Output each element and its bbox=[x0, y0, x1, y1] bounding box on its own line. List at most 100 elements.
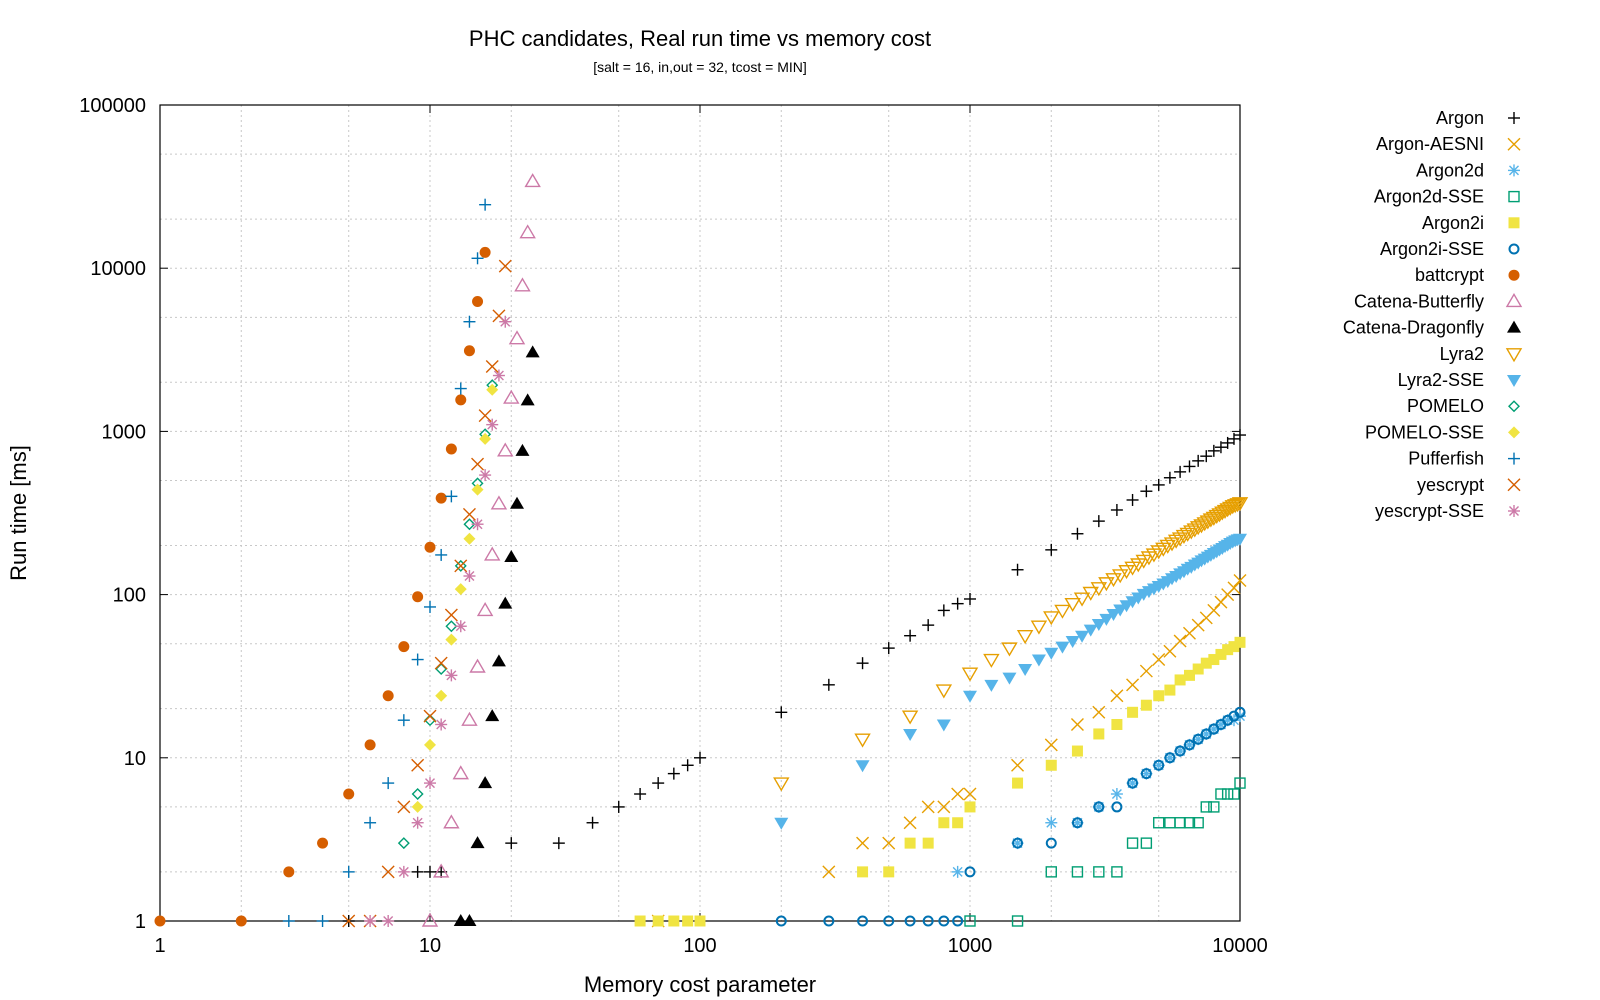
data-point bbox=[485, 359, 499, 373]
data-point bbox=[434, 656, 448, 670]
data-point bbox=[857, 866, 869, 878]
legend-marker bbox=[1505, 293, 1523, 308]
data-point bbox=[903, 728, 918, 741]
data-point bbox=[1207, 603, 1221, 617]
data-point bbox=[454, 382, 467, 395]
legend-label: Lyra2 bbox=[1440, 344, 1484, 364]
data-point bbox=[382, 777, 395, 790]
data-point bbox=[1226, 499, 1244, 514]
legend-item-catena-dragonfly: Catena-Dragonfly bbox=[1343, 318, 1521, 338]
legend-label: Argon2i bbox=[1422, 213, 1484, 233]
data-point bbox=[461, 711, 478, 726]
series-lyra2 bbox=[773, 497, 1249, 792]
data-point bbox=[1159, 539, 1176, 554]
data-point bbox=[668, 915, 680, 927]
data-point bbox=[364, 739, 376, 751]
data-point bbox=[514, 277, 531, 292]
data-point bbox=[938, 817, 950, 829]
data-point bbox=[1126, 837, 1139, 849]
data-point bbox=[634, 788, 647, 801]
data-point bbox=[1192, 733, 1204, 745]
data-point bbox=[412, 591, 424, 603]
data-point bbox=[445, 620, 458, 633]
data-point bbox=[882, 642, 895, 655]
legend-marker bbox=[1508, 400, 1520, 413]
data-point bbox=[1234, 429, 1246, 442]
data-point bbox=[773, 777, 790, 792]
data-point bbox=[479, 432, 492, 445]
data-point bbox=[1229, 498, 1246, 513]
data-point bbox=[509, 496, 524, 509]
data-point bbox=[1164, 752, 1176, 764]
data-point bbox=[1222, 644, 1234, 656]
data-point bbox=[1111, 866, 1123, 878]
data-point bbox=[1173, 634, 1187, 648]
y-axis-label: Run time [ms] bbox=[6, 445, 31, 581]
data-point bbox=[1126, 678, 1140, 692]
data-point bbox=[1163, 644, 1177, 658]
data-point bbox=[1092, 515, 1105, 528]
data-point bbox=[1183, 739, 1195, 751]
legend-label: Argon2i-SSE bbox=[1380, 239, 1484, 259]
data-point bbox=[1153, 759, 1165, 771]
chart-title: PHC candidates, Real run time vs memory … bbox=[469, 26, 931, 51]
data-point bbox=[452, 765, 469, 780]
data-point bbox=[1113, 604, 1128, 617]
data-point bbox=[1018, 664, 1033, 677]
data-point bbox=[1231, 497, 1249, 512]
data-point bbox=[503, 389, 520, 404]
data-point bbox=[1093, 728, 1105, 740]
data-point bbox=[364, 816, 377, 829]
data-point bbox=[445, 443, 457, 455]
data-point bbox=[1071, 866, 1084, 878]
data-point bbox=[1110, 503, 1123, 516]
data-point bbox=[1233, 574, 1247, 588]
data-point bbox=[486, 383, 499, 396]
legend-label: Argon2d-SSE bbox=[1374, 187, 1484, 207]
data-point bbox=[471, 483, 484, 496]
data-point bbox=[1070, 717, 1084, 731]
data-point bbox=[1163, 537, 1181, 552]
legend-label: battcrypt bbox=[1415, 265, 1484, 285]
data-point bbox=[1140, 699, 1152, 711]
data-point bbox=[463, 518, 476, 531]
data-point bbox=[445, 669, 458, 682]
data-point bbox=[1199, 515, 1217, 530]
data-point bbox=[951, 597, 964, 610]
data-point bbox=[476, 602, 494, 617]
data-point bbox=[1167, 534, 1185, 549]
data-point bbox=[444, 608, 458, 622]
data-point bbox=[1152, 478, 1165, 491]
y-tick-label: 1000 bbox=[102, 421, 147, 443]
y-tick-label: 100 bbox=[113, 585, 146, 607]
data-point bbox=[922, 915, 934, 927]
data-point bbox=[1012, 837, 1024, 849]
data-point bbox=[1208, 801, 1220, 813]
legend: Argon Argon-AESNI Argon2d Argon2d-SSE Argon2… bbox=[1343, 108, 1523, 521]
legend-marker bbox=[1507, 137, 1521, 151]
series-layer bbox=[154, 173, 1249, 928]
data-point bbox=[1099, 613, 1114, 626]
data-point bbox=[524, 173, 541, 188]
data-point bbox=[411, 800, 424, 813]
data-point bbox=[1214, 441, 1227, 454]
data-point bbox=[282, 915, 295, 927]
data-point bbox=[612, 800, 625, 813]
series-pufferfish bbox=[282, 198, 492, 927]
data-point bbox=[1055, 641, 1070, 654]
series-argon bbox=[342, 429, 1246, 927]
data-point bbox=[432, 863, 450, 878]
data-point bbox=[961, 667, 979, 682]
y-tick-label: 1 bbox=[135, 911, 146, 933]
data-point bbox=[682, 915, 694, 927]
legend-item-pomelo-sse: POMELO-SSE bbox=[1365, 422, 1520, 442]
data-point bbox=[454, 583, 467, 596]
data-point bbox=[424, 865, 436, 878]
data-point bbox=[952, 915, 964, 927]
data-point bbox=[1002, 672, 1017, 685]
data-point bbox=[424, 738, 436, 751]
legend-item-argon2i: Argon2i bbox=[1422, 213, 1520, 233]
data-point bbox=[963, 690, 977, 703]
data-point bbox=[1179, 527, 1196, 542]
data-point bbox=[1164, 817, 1176, 829]
